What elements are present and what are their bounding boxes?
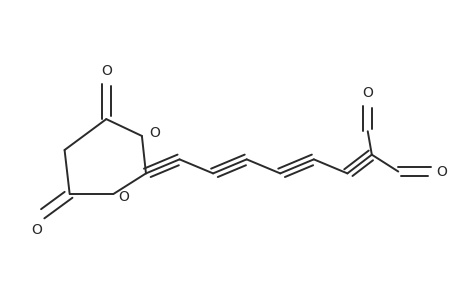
Text: O: O <box>101 64 112 78</box>
Text: O: O <box>362 86 372 100</box>
Text: O: O <box>436 164 446 178</box>
Text: O: O <box>149 126 160 140</box>
Text: O: O <box>31 223 42 237</box>
Text: O: O <box>118 190 129 204</box>
